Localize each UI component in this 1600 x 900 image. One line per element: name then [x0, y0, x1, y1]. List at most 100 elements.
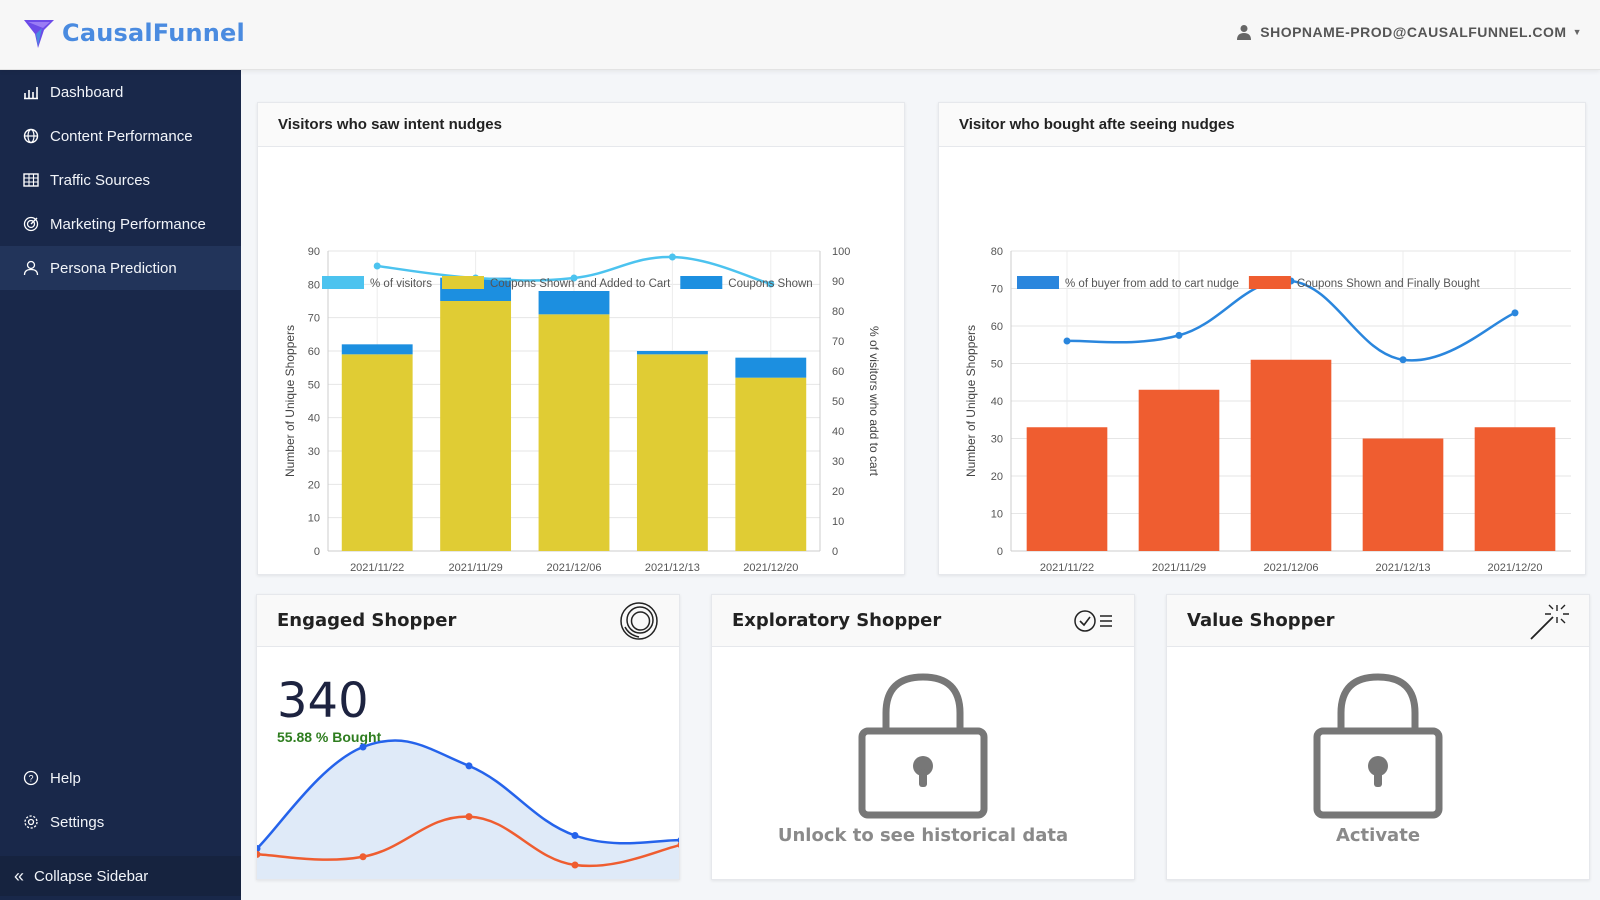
- sidebar-item-dashboard[interactable]: Dashboard: [0, 70, 241, 114]
- bar: [538, 314, 610, 551]
- persona-header: Value Shopper: [1167, 595, 1589, 647]
- engaged-count: 340: [277, 673, 369, 729]
- x-tick-label: 2021/12/06: [1263, 562, 1318, 574]
- y-tick-label: 0: [997, 546, 1003, 558]
- user-icon: [22, 259, 40, 277]
- sidebar-item-help[interactable]: ? Help: [0, 756, 241, 800]
- y2-tick-label: 10: [832, 516, 844, 528]
- line-point: [668, 253, 676, 261]
- user-email: SHOPNAME-PROD@CAUSALFUNNEL.COM: [1260, 24, 1567, 40]
- legend-swatch: [322, 276, 364, 289]
- y2-tick-label: 50: [832, 396, 844, 408]
- svg-text:?: ?: [28, 774, 33, 784]
- user-icon: [1237, 25, 1252, 40]
- x-tick-label: 2021/11/29: [1152, 562, 1206, 574]
- y2-tick-label: 30: [832, 456, 844, 468]
- sidebar-item-marketing-performance[interactable]: Marketing Performance: [0, 202, 241, 246]
- y-tick-label: 40: [308, 413, 320, 425]
- x-tick-label: 2021/12/13: [1375, 562, 1430, 574]
- persona-title: Engaged Shopper: [277, 610, 457, 631]
- y-tick-label: 70: [991, 284, 1003, 296]
- legend-swatch: [1017, 276, 1059, 289]
- y-tick-label: 40: [991, 396, 1003, 408]
- y-tick-label: 20: [991, 471, 1003, 483]
- line-point: [570, 274, 578, 282]
- x-tick-label: 2021/11/22: [1040, 562, 1094, 574]
- legend-swatch: [1248, 276, 1291, 289]
- sidebar-item-label: Dashboard: [50, 83, 124, 101]
- y-tick-label: 30: [991, 434, 1003, 446]
- legend-label: % of visitors: [370, 278, 432, 290]
- persona-card-value[interactable]: Value Shopper Activate: [1166, 594, 1590, 880]
- line-point: [677, 842, 679, 848]
- y2-tick-label: 100: [832, 246, 850, 258]
- sidebar-bottom-nav: ? Help Settings: [0, 756, 241, 844]
- y-tick-label: 70: [308, 313, 320, 325]
- brand-name: CausalFunnel: [62, 19, 245, 47]
- y-tick-label: 60: [991, 321, 1003, 333]
- persona-header: Exploratory Shopper: [712, 595, 1134, 647]
- persona-card-exploratory[interactable]: Exploratory Shopper Unlock to see histor…: [711, 594, 1135, 880]
- double-chevron-left-icon: «: [14, 866, 25, 886]
- sidebar-item-label: Marketing Performance: [50, 215, 206, 233]
- chart-card-intent-nudges: Visitors who saw intent nudges 0 10 20 30 40…: [257, 102, 905, 575]
- line-point: [571, 861, 579, 869]
- locked-content: Unlock to see historical data: [712, 647, 1134, 879]
- y-tick-label: 50: [308, 379, 320, 391]
- y2-tick-label: 0: [832, 546, 838, 558]
- activate-label[interactable]: Activate: [1335, 825, 1421, 846]
- y-axis-label: Number of Unique Shoppers: [283, 325, 297, 477]
- persona-header: Engaged Shopper: [257, 595, 679, 647]
- bar: [341, 354, 413, 551]
- chart-bought-after-nudges: 0 10 20 30 40 50 60 70 80 2021/11/22 2021/11/29 202…: [964, 246, 1571, 574]
- y-tick-label: 20: [308, 479, 320, 491]
- chevron-down-icon: ▼: [1572, 27, 1582, 37]
- persona-card-engaged[interactable]: Engaged Shopper 340 55.88 % Bought: [256, 594, 680, 880]
- x-tick-label: 2021/12/06: [546, 562, 601, 574]
- y-tick-label: 60: [308, 346, 320, 358]
- x-tick-label: 2021/12/20: [1487, 562, 1542, 574]
- y2-axis-label: % of visitors who add to cart: [867, 326, 881, 477]
- sidebar-item-settings[interactable]: Settings: [0, 800, 241, 844]
- chart-card-bought-after-nudges: Visitor who bought afte seeing nudges 0 1…: [938, 102, 1586, 575]
- lock-icon: [1313, 673, 1443, 819]
- line-point: [465, 762, 473, 770]
- sidebar: Dashboard Content Performance Traffic So…: [0, 70, 241, 900]
- bar: [1250, 359, 1332, 551]
- persona-title: Value Shopper: [1187, 610, 1335, 631]
- line-point: [257, 844, 261, 852]
- sidebar-item-persona-prediction[interactable]: Persona Prediction: [0, 246, 241, 290]
- sidebar-item-label: Traffic Sources: [50, 171, 151, 189]
- line-point: [1399, 356, 1407, 364]
- y-tick-label: 0: [314, 546, 320, 558]
- legend-label: Coupons Shown and Finally Bought: [1297, 278, 1481, 290]
- line-point: [767, 280, 775, 288]
- legend-swatch: [442, 276, 484, 289]
- sidebar-item-content-performance[interactable]: Content Performance: [0, 114, 241, 158]
- user-menu[interactable]: SHOPNAME-PROD@CAUSALFUNNEL.COM ▼: [1237, 24, 1582, 40]
- bar: [1026, 427, 1108, 551]
- line-point: [1063, 337, 1071, 345]
- sidebar-item-label: Settings: [50, 813, 105, 831]
- area-fill: [257, 740, 679, 879]
- table-icon: [22, 171, 40, 189]
- bar: [1474, 427, 1556, 551]
- bar: [538, 291, 610, 315]
- collapse-sidebar-label: Collapse Sidebar: [34, 867, 149, 885]
- y-tick-label: 80: [991, 246, 1003, 258]
- legend-label: Coupons Shown: [728, 278, 812, 290]
- engaged-sparkline-chart: [257, 739, 679, 879]
- target-icon: [22, 215, 40, 233]
- unlock-label[interactable]: Unlock to see historical data: [777, 825, 1069, 846]
- brand[interactable]: CausalFunnel: [22, 16, 245, 50]
- line-point: [677, 837, 679, 844]
- x-tick-label: 2021/12/13: [645, 562, 700, 574]
- collapse-sidebar-button[interactable]: « Collapse Sidebar: [0, 856, 241, 896]
- globe-icon: [22, 127, 40, 145]
- y2-tick-label: 60: [832, 366, 844, 378]
- line-point: [465, 813, 473, 821]
- x-tick-label: 2021/12/20: [743, 562, 798, 574]
- help-icon: ?: [22, 769, 40, 787]
- sidebar-item-traffic-sources[interactable]: Traffic Sources: [0, 158, 241, 202]
- magic-wand-icon: [1530, 604, 1569, 640]
